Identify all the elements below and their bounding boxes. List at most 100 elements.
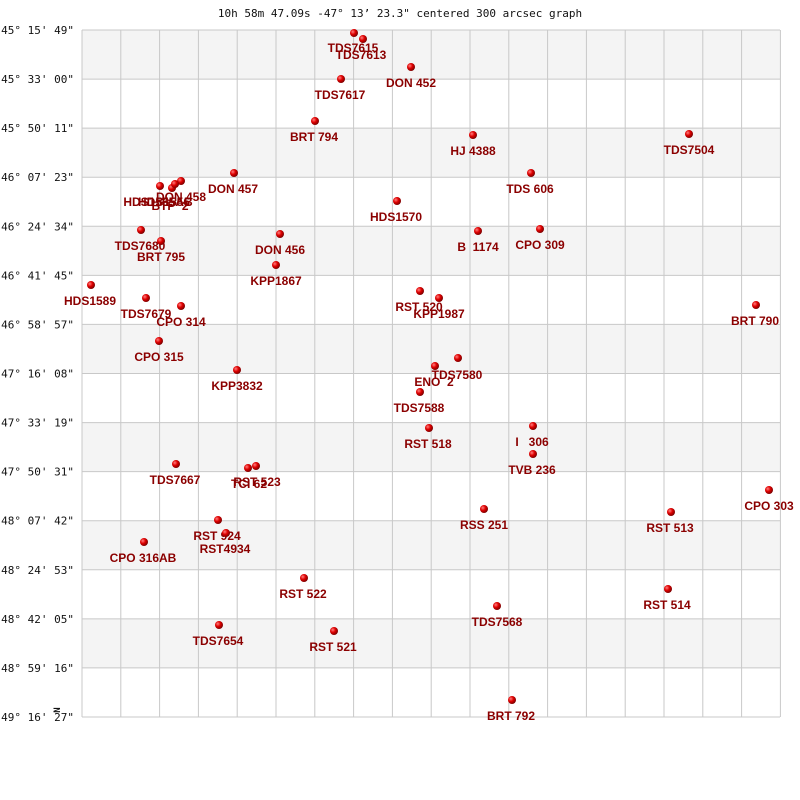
star — [157, 237, 165, 245]
star — [529, 422, 537, 430]
star-label: RST 518 — [404, 437, 452, 451]
star-label: BTP 2 — [151, 199, 188, 213]
y-tick-label: -45° 15' 49" — [0, 24, 74, 37]
star — [425, 424, 433, 432]
compass: N — [53, 707, 63, 712]
star-label: CPO 316AB — [110, 551, 177, 565]
y-tick-label: -47° 16' 08" — [0, 368, 74, 381]
star-label: RST 521 — [309, 640, 357, 654]
star-label: BRT 794 — [290, 130, 338, 144]
star-label: KPP3832 — [211, 379, 263, 393]
star — [215, 621, 223, 629]
star-label: CPO 314 — [156, 315, 206, 329]
y-tick-label: -46° 58' 57" — [0, 318, 74, 331]
star — [508, 696, 516, 704]
star — [454, 354, 462, 362]
star — [469, 131, 477, 139]
star-label: DON 456 — [255, 243, 305, 257]
y-tick-label: -49° 16' 27" — [0, 711, 74, 724]
star-label: RST 924 — [193, 529, 241, 543]
y-tick-label: -45° 50' 11" — [0, 122, 74, 135]
star — [177, 302, 185, 310]
star-label: TDS7680 — [115, 239, 166, 253]
y-tick-label: -48° 07' 42" — [0, 515, 74, 528]
star — [493, 602, 501, 610]
star — [252, 462, 260, 470]
star — [300, 574, 308, 582]
star — [350, 29, 358, 37]
star-label: HDS1555AB — [123, 195, 193, 209]
star-label: KPP1987 — [413, 307, 465, 321]
star-label: HDS1556 — [138, 195, 190, 209]
star-label: TDS7568 — [472, 615, 523, 629]
star — [393, 197, 401, 205]
star-label: RST 520 — [395, 300, 443, 314]
star — [416, 388, 424, 396]
star-label: BRT 795 — [137, 250, 185, 264]
star — [172, 460, 180, 468]
star-label: ENO 2 — [414, 375, 454, 389]
star-label: BRT 790 — [731, 314, 779, 328]
star-label: RST 523 — [233, 475, 281, 489]
star-label: TCI 62 — [231, 477, 267, 491]
star — [359, 35, 367, 43]
star — [214, 516, 222, 524]
star — [311, 117, 319, 125]
star-label: TDS7504 — [664, 143, 715, 157]
star-label: TVB 236 — [508, 463, 556, 477]
star — [752, 301, 760, 309]
star — [177, 177, 185, 185]
star — [480, 505, 488, 513]
star-label: TDS 606 — [506, 182, 554, 196]
star-label: RST4934 — [200, 542, 251, 556]
star-label: DON 452 — [386, 76, 436, 90]
star — [276, 230, 284, 238]
star-label: BRT 792 — [487, 709, 535, 723]
star-label: HDS1570 — [370, 210, 422, 224]
star — [222, 529, 230, 537]
y-tick-label: -45° 33' 00" — [0, 73, 74, 86]
star-label: TDS7615 — [328, 41, 379, 55]
star-label: HDS1589 — [64, 294, 116, 308]
star — [435, 294, 443, 302]
star — [685, 130, 693, 138]
star — [337, 75, 345, 83]
star — [140, 538, 148, 546]
star-label: TDS7654 — [193, 634, 244, 648]
y-tick-label: -46° 24' 34" — [0, 220, 74, 233]
star-label: CPO 303 — [744, 499, 794, 513]
star-label: TDS7667 — [150, 473, 201, 487]
y-tick-label: -46° 07' 23" — [0, 171, 74, 184]
star — [407, 63, 415, 71]
star-label: TDS7588 — [394, 401, 445, 415]
star — [474, 227, 482, 235]
star — [330, 627, 338, 635]
star-label: HJ 4388 — [450, 144, 496, 158]
star-label: B 1174 — [457, 240, 499, 254]
star-label: RST 522 — [279, 587, 327, 601]
star — [667, 508, 675, 516]
y-tick-label: -47° 50' 31" — [0, 466, 74, 479]
star — [664, 585, 672, 593]
y-tick-label: -48° 24' 53" — [0, 564, 74, 577]
star-label: DON 458 — [156, 190, 206, 204]
star — [416, 287, 424, 295]
y-tick-label: -47° 33' 19" — [0, 417, 74, 430]
star-label: CPO 309 — [515, 238, 565, 252]
star-label: DON 457 — [208, 182, 258, 196]
star-label: RST 514 — [643, 598, 691, 612]
star-label: RSS 251 — [460, 518, 508, 532]
star — [536, 225, 544, 233]
star-label: RST 513 — [646, 521, 694, 535]
star — [272, 261, 280, 269]
y-tick-label: -46° 41' 45" — [0, 269, 74, 282]
star — [233, 366, 241, 374]
star-label: KPP1867 — [250, 274, 302, 288]
star — [87, 281, 95, 289]
star-label: TDS7613 — [336, 48, 387, 62]
star-label: TDS7679 — [121, 307, 172, 321]
star — [431, 362, 439, 370]
star-label: TDS7580 — [432, 368, 483, 382]
